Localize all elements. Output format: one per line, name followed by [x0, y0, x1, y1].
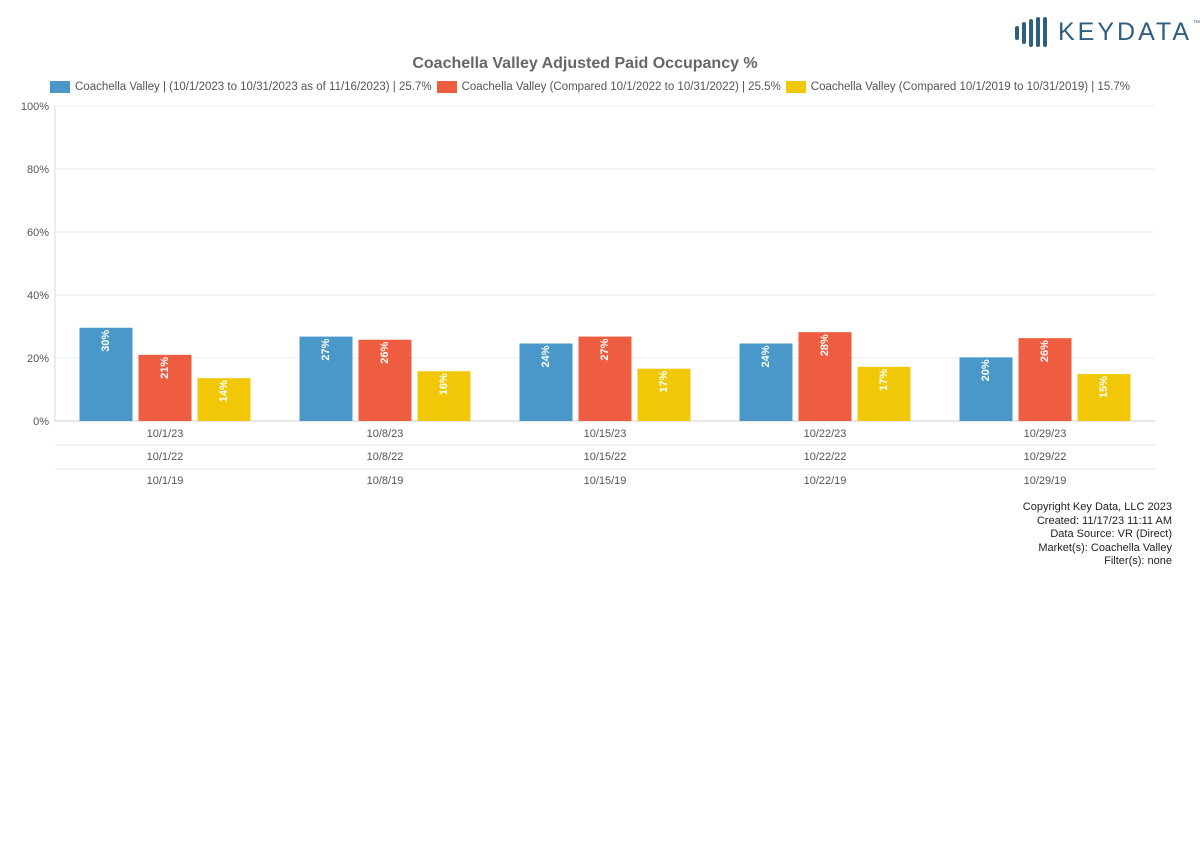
bar-data-label: 17%: [658, 370, 670, 392]
x-tick-label: 10/8/19: [367, 475, 404, 487]
chart-footer: Copyright Key Data, LLC 2023 Created: 11…: [1023, 501, 1172, 569]
bar-data-label: 26%: [379, 342, 391, 364]
legend-label: Coachella Valley (Compared 10/1/2022 to …: [461, 81, 781, 93]
bar-data-label: 30%: [100, 330, 112, 352]
x-tick-label: 10/15/22: [584, 451, 627, 463]
footer-data-source: Data Source: VR (Direct): [1050, 528, 1172, 540]
logo-trademark: ™: [1193, 20, 1200, 27]
x-tick-label: 10/22/19: [804, 475, 847, 487]
legend-label: Coachella Valley (Compared 10/1/2019 to …: [810, 81, 1131, 93]
y-tick-label: 20%: [27, 353, 49, 365]
x-tick-label: 10/8/22: [367, 451, 404, 463]
bar-data-label: 15%: [1098, 376, 1110, 398]
bar: [79, 327, 133, 421]
bar-data-label: 14%: [218, 380, 230, 402]
chart-legend: Coachella Valley | (10/1/2023 to 10/31/2…: [50, 81, 1190, 93]
legend-label: Coachella Valley | (10/1/2023 to 10/31/2…: [75, 81, 432, 93]
x-tick-label: 10/29/19: [1024, 475, 1067, 487]
x-tick-label: 10/8/23: [367, 428, 404, 440]
bar-data-label: 26%: [1039, 340, 1051, 362]
x-tick-label: 10/29/23: [1024, 428, 1067, 440]
bar-data-label: 24%: [540, 345, 552, 367]
bar: [138, 354, 192, 421]
x-tick-label: 10/1/23: [147, 428, 184, 440]
y-tick-label: 0%: [33, 416, 49, 428]
keydata-bars-icon: [1015, 17, 1047, 47]
legend-swatch: [436, 81, 457, 93]
x-tick-label: 10/22/22: [804, 451, 847, 463]
y-tick-label: 80%: [27, 164, 49, 176]
x-tick-label: 10/15/23: [584, 428, 627, 440]
bar-data-label: 17%: [878, 369, 890, 391]
y-tick-label: 60%: [27, 227, 49, 239]
bar: [739, 343, 793, 421]
legend-swatch: [785, 81, 806, 93]
footer-markets: Market(s): Coachella Valley: [1038, 541, 1172, 554]
footer-created: Created: 11/17/23 11:11 AM: [1036, 514, 1172, 527]
bar: [1018, 338, 1072, 421]
legend-swatch: [50, 81, 70, 93]
keydata-logo: KEYDATA ™: [1014, 14, 1200, 50]
bar-data-label: 20%: [980, 359, 992, 381]
x-tick-label: 10/15/19: [584, 475, 627, 487]
bar-data-label: 28%: [819, 334, 831, 356]
y-tick-label: 40%: [27, 290, 49, 302]
footer-filters: Filter(s): none: [1104, 555, 1172, 567]
bar: [798, 332, 852, 421]
legend-item[interactable]: Coachella Valley | (10/1/2023 to 10/31/2…: [50, 81, 432, 93]
logo-text: KEYDATA: [1058, 18, 1192, 46]
bar: [1077, 374, 1131, 421]
bar: [299, 336, 353, 421]
bar-data-label: 16%: [438, 373, 450, 395]
bar-chart: 0% 20% 40% 60% 80% 100% 30% 27% 24% 24% 20% 21% 26% 2…: [21, 101, 1155, 487]
footer-copyright: Copyright Key Data, LLC 2023: [1022, 501, 1172, 513]
x-tick-label: 10/1/19: [147, 475, 184, 487]
bar: [358, 339, 412, 421]
bar-data-label: 27%: [320, 338, 332, 360]
y-tick-label: 100%: [21, 101, 49, 113]
legend-item[interactable]: Coachella Valley (Compared 10/1/2022 to …: [436, 81, 781, 93]
bar-data-label: 24%: [760, 345, 772, 367]
bar: [857, 366, 911, 421]
bar: [637, 368, 691, 421]
bar: [578, 336, 632, 421]
bar: [197, 378, 251, 421]
legend-item[interactable]: Coachella Valley (Compared 10/1/2019 to …: [785, 81, 1131, 93]
x-tick-label: 10/1/22: [147, 451, 184, 463]
bar-data-label: 21%: [159, 357, 171, 379]
x-tick-label: 10/29/22: [1024, 451, 1067, 463]
bar: [417, 371, 471, 421]
bar: [519, 343, 573, 421]
bar: [959, 357, 1013, 421]
bar-data-label: 27%: [599, 338, 611, 360]
chart-title: Coachella Valley Adjusted Paid Occupancy…: [412, 55, 758, 72]
x-tick-label: 10/22/23: [804, 428, 847, 440]
